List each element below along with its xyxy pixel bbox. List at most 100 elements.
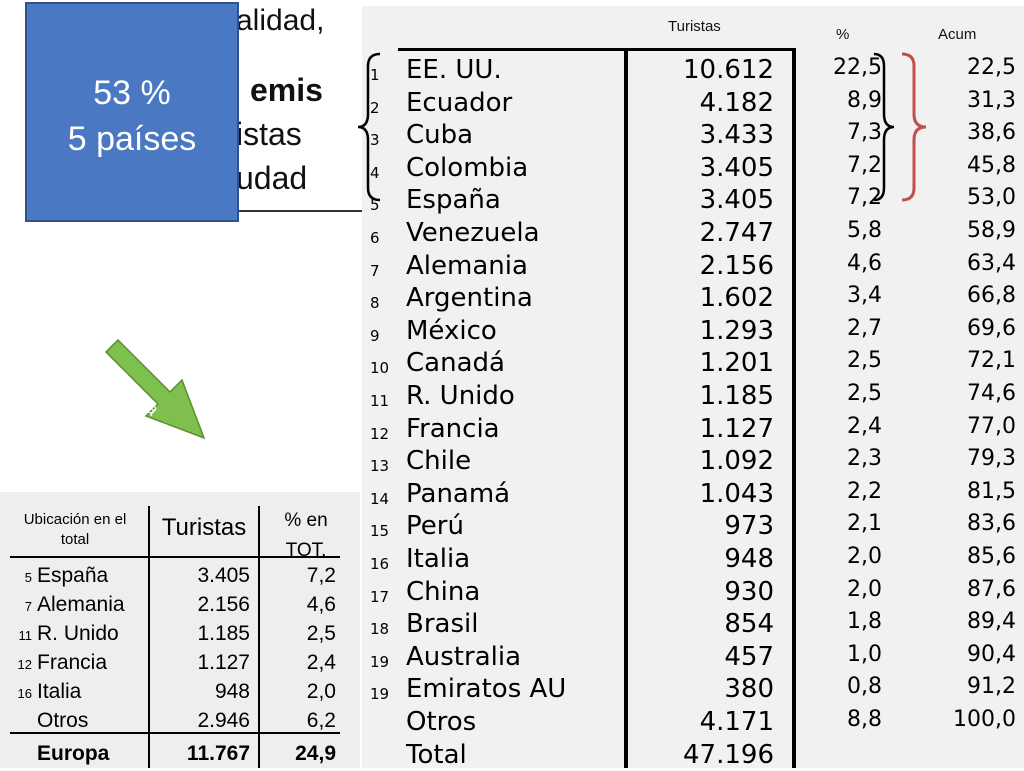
heading-fragment-1: alidad, — [236, 4, 325, 37]
table-row: Otros 4.171 8,8 100,0 — [362, 706, 1024, 738]
red-brace-icon — [901, 52, 927, 202]
background-heading: alidad, emis istas udad — [236, 0, 366, 216]
row-acum: 77,0 — [967, 413, 1016, 439]
inset-row: 11 R. Unido 1.185 2,5 — [0, 620, 360, 649]
row-pct: 7,2 — [847, 185, 882, 211]
inset-row-country: Francia — [37, 651, 108, 674]
inset-row: Europa 11.767 24,9 — [0, 740, 360, 768]
inset-row: 12 Francia 1.127 2,4 — [0, 649, 360, 678]
row-turistas: 3.405 — [699, 152, 774, 183]
table-row: 1 EE. UU. 10.612 22,5 22,5 — [362, 54, 1024, 86]
row-turistas: 1.293 — [699, 315, 774, 346]
table-row: 2 Ecuador 4.182 8,9 31,3 — [362, 87, 1024, 119]
inset-row-turistas: 2.946 — [197, 709, 250, 732]
inset-row: 7 Alemania 2.156 4,6 — [0, 591, 360, 620]
row-country: Canadá — [406, 348, 505, 379]
inset-row-turistas: 2.156 — [197, 593, 250, 616]
table-row: 8 Argentina 1.602 3,4 66,8 — [362, 282, 1024, 314]
row-turistas: 3.433 — [699, 120, 774, 151]
column-divider-right — [792, 48, 796, 768]
row-acum: 89,4 — [967, 609, 1016, 635]
row-turistas: 10.612 — [683, 55, 774, 85]
row-pct: 7,3 — [847, 120, 882, 146]
row-country: Panamá — [406, 478, 511, 509]
row-rank: 11 — [370, 392, 390, 410]
row-acum: 90,4 — [967, 641, 1016, 667]
inset-row-pct: 7,2 — [306, 564, 336, 587]
column-header-turistas: Turistas — [668, 18, 721, 35]
row-turistas: 854 — [724, 609, 774, 640]
inset-row: Otros 2.946 6,2 — [0, 707, 360, 736]
row-pct: 8,9 — [847, 87, 882, 113]
row-pct: 3,4 — [847, 283, 882, 309]
row-pct: 22,5 — [833, 55, 882, 80]
row-rank: 1 — [370, 66, 380, 84]
row-turistas: 4.182 — [699, 87, 774, 118]
row-pct: 7,2 — [847, 152, 882, 178]
row-rank: 17 — [370, 587, 390, 606]
row-turistas: 1.602 — [699, 283, 774, 314]
row-rank: 16 — [370, 555, 390, 573]
table-row: 19 Emiratos AU 380 0,8 91,2 — [362, 673, 1024, 705]
row-country: Brasil — [406, 609, 479, 640]
row-turistas: 380 — [724, 674, 774, 705]
row-country: Argentina — [406, 283, 533, 314]
inset-header-pct: % en TOT. — [284, 510, 328, 561]
row-country: Total — [406, 739, 467, 770]
table-row: 4 Colombia 3.405 7,2 45,8 — [362, 152, 1024, 184]
row-rank: 2 — [370, 98, 380, 117]
row-pct: 2,1 — [847, 511, 882, 537]
column-divider-left — [624, 48, 628, 768]
inset-divider-1 — [148, 506, 150, 768]
inset-row-pct: 2,0 — [306, 680, 336, 703]
row-country: Colombia — [406, 152, 529, 183]
row-acum: 58,9 — [967, 218, 1016, 243]
table-row: Total 47.196 — [362, 739, 1024, 771]
inset-row-pct: 2,4 — [306, 651, 336, 674]
summary-callout: 53 % 5 países — [25, 2, 239, 222]
row-country: EE. UU. — [406, 55, 502, 85]
inset-row-rank: 12 — [17, 657, 32, 672]
table-row: 14 Panamá 1.043 2,2 81,5 — [362, 478, 1024, 510]
row-rank: 15 — [370, 522, 390, 541]
row-pct: 1,8 — [847, 609, 882, 635]
row-country: Australia — [406, 641, 522, 672]
heading-fragment-3: istas — [236, 116, 302, 152]
row-pct: 0,8 — [847, 674, 882, 700]
inset-header-rule — [10, 556, 340, 558]
row-rank: 3 — [370, 131, 380, 150]
row-acum: 31,3 — [967, 87, 1016, 113]
row-acum: 85,6 — [967, 544, 1016, 569]
row-country: Venezuela — [406, 218, 540, 248]
row-country: Cuba — [406, 120, 474, 151]
table-row: 13 Chile 1.092 2,3 79,3 — [362, 445, 1024, 477]
header-rule — [398, 48, 796, 51]
row-pct: 2,5 — [847, 348, 882, 374]
row-rank: 10 — [370, 359, 390, 378]
row-pct: 1,0 — [847, 641, 882, 667]
inset-row-pct: 2,5 — [306, 622, 336, 645]
row-turistas: 1.127 — [699, 413, 774, 444]
row-turistas: 948 — [724, 544, 774, 574]
table-row: 5 España 3.405 7,2 53,0 — [362, 184, 1024, 216]
row-rank: 5 — [370, 196, 380, 215]
row-turistas: 457 — [724, 641, 774, 672]
row-acum: 38,6 — [967, 120, 1016, 146]
row-country: China — [406, 576, 481, 607]
row-turistas: 2.156 — [699, 250, 774, 281]
inset-row-turistas: 11.767 — [186, 742, 250, 765]
inset-total-rule — [10, 732, 340, 734]
table-row: 7 Alemania 2.156 4,6 63,4 — [362, 250, 1024, 282]
inset-row-country: Alemania — [37, 593, 125, 616]
table-row: 17 China 930 2,0 87,6 — [362, 576, 1024, 608]
row-country: Otros — [406, 707, 477, 737]
row-rank: 14 — [370, 489, 390, 508]
row-acum: 22,5 — [967, 55, 1016, 80]
row-pct: 8,8 — [847, 707, 882, 732]
callout-countries: 5 países — [67, 120, 197, 158]
row-acum: 69,6 — [967, 315, 1016, 341]
row-pct: 2,3 — [847, 446, 882, 472]
row-acum: 83,6 — [967, 511, 1016, 537]
table-row: 9 México 1.293 2,7 69,6 — [362, 315, 1024, 347]
inset-row-turistas: 1.127 — [197, 651, 250, 674]
